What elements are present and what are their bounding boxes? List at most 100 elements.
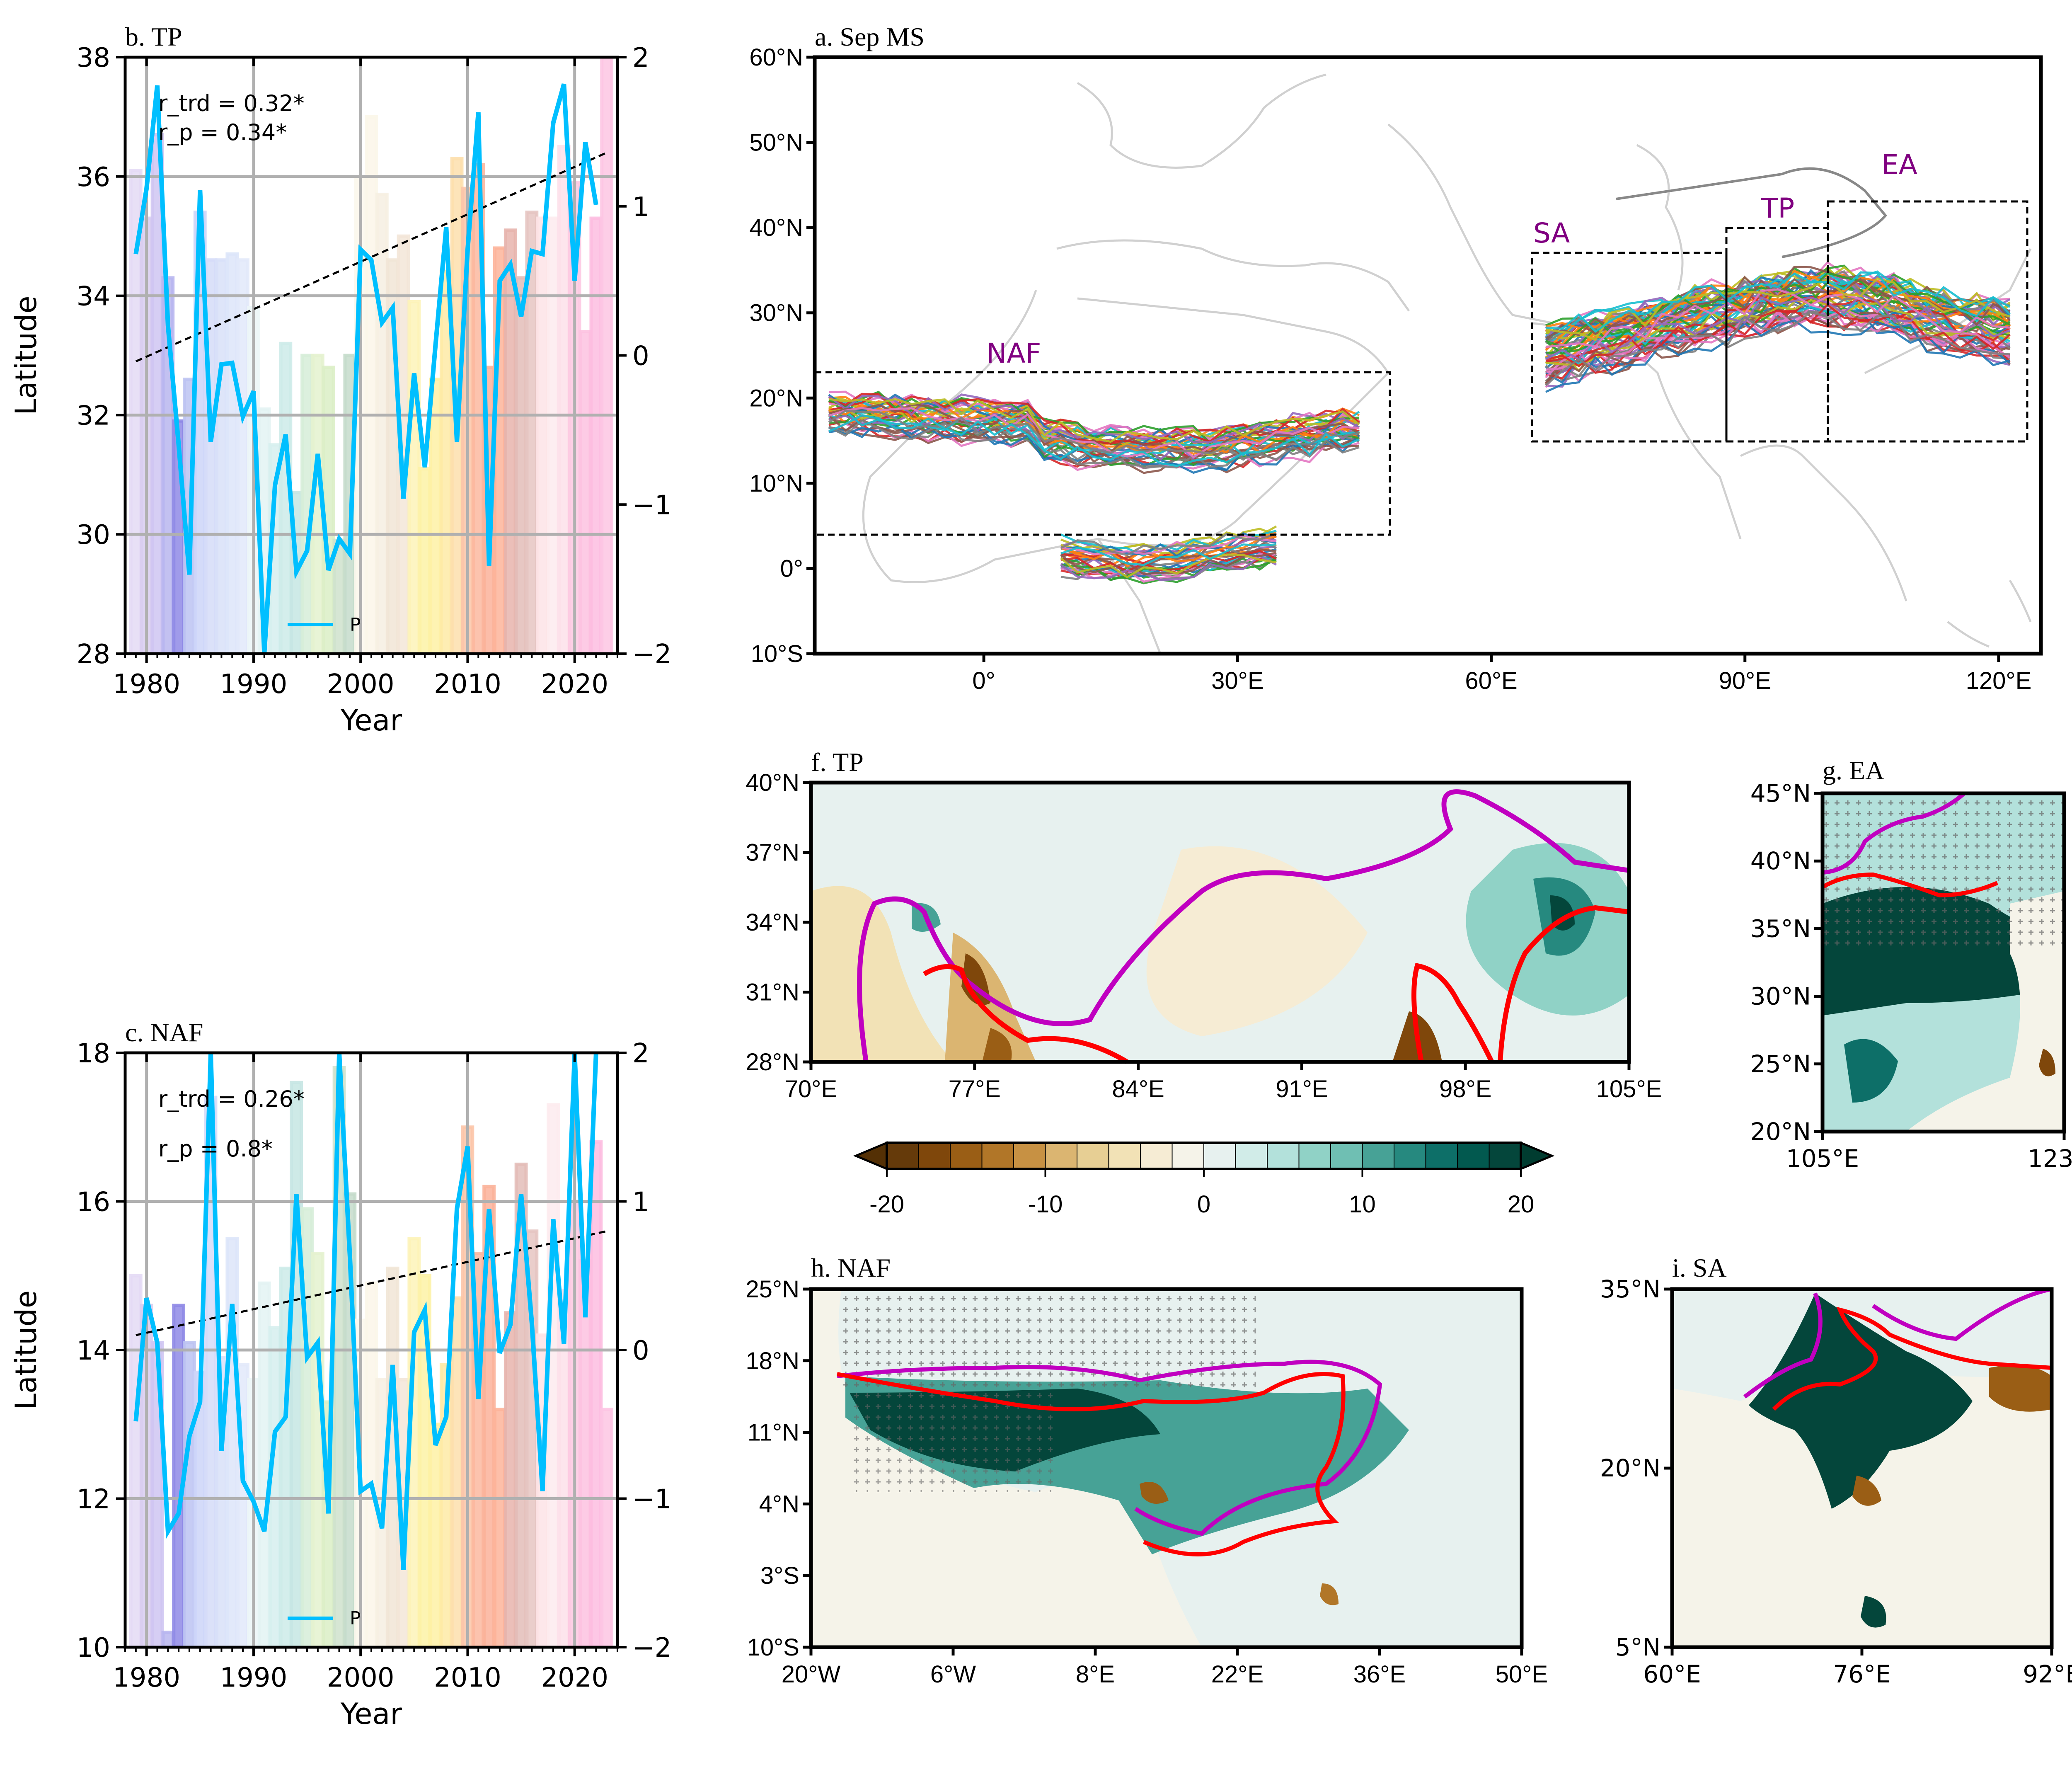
lat-tick-label: 30°N (1750, 982, 1811, 1011)
lat-tick-label: 50°N (749, 129, 803, 156)
trajectory (1545, 296, 2011, 366)
lon-tick-label: 60°E (1643, 1660, 1701, 1688)
y2tick-label: −1 (632, 490, 671, 521)
x-axis-label: Year (340, 703, 402, 737)
y2tick-label: −2 (632, 1633, 671, 1663)
trajectory (1545, 270, 2011, 339)
colorbar-bin (1298, 1142, 1331, 1169)
trajectory (828, 407, 1360, 461)
colorbar-bin (1425, 1142, 1458, 1169)
panel-title: c. NAF (125, 1018, 203, 1047)
xtick-label: 1990 (220, 669, 287, 700)
plot-area (125, 57, 617, 654)
contour-magenta-f (857, 789, 1629, 1062)
colorbar-tick-label: 0 (1197, 1191, 1210, 1218)
lon-tick-label: 20°W (782, 1661, 841, 1688)
lon-tick-label: 30°E (1211, 667, 1264, 694)
trajectory (1545, 288, 2010, 348)
bar-1989 (236, 258, 249, 654)
lon-tick-label: 22°E (1211, 1661, 1264, 1688)
lon-tick-label: 92°E (2023, 1660, 2072, 1688)
colorbar-bin (1489, 1142, 1521, 1169)
trajectory (828, 407, 1360, 458)
r-trd-annotation: r_trd = 0.32* (158, 90, 305, 116)
colorbar-bin (1330, 1142, 1363, 1169)
bar-1998 (332, 538, 346, 654)
ytick-label: 34 (77, 281, 110, 312)
xtick-label: 1980 (113, 669, 180, 700)
lat-tick-label: 31°N (746, 979, 799, 1006)
ytick-label: 36 (77, 162, 110, 193)
p-series-line (133, 83, 598, 654)
ytick-label: 16 (77, 1187, 110, 1218)
trajectory (1545, 272, 2011, 348)
xtick-label: 1990 (220, 1663, 287, 1693)
trajectory (1545, 271, 2011, 333)
colorbar-bin (950, 1142, 983, 1169)
bar-2023 (600, 57, 614, 654)
colorbar-bin (1394, 1142, 1426, 1169)
trajectory (1545, 310, 2010, 382)
contour-red-h (837, 1372, 1346, 1556)
r-trd-annotation: r_trd = 0.26* (158, 1086, 305, 1112)
trajectory (1545, 313, 2011, 385)
map-h-frame (809, 1287, 1524, 1649)
contour-magenta-g (1822, 792, 1966, 875)
lat-tick-label: 10°S (751, 640, 803, 667)
y2tick-label: 0 (632, 1336, 649, 1366)
lat-tick-label: 34°N (746, 909, 799, 936)
trajectory (1060, 555, 1277, 581)
lat-tick-label: 25°N (746, 1276, 799, 1303)
bar-2002 (375, 192, 389, 654)
naf-trajectories (828, 390, 1360, 584)
lon-tick-label: 84°E (1112, 1076, 1164, 1103)
region-box-sa (1531, 252, 1728, 443)
map-g-frame (1820, 791, 2066, 1134)
xtick-label: 2000 (327, 1663, 395, 1693)
ytick-label: 14 (77, 1336, 110, 1366)
bar-2013 (493, 1408, 506, 1647)
colorbar-bin (1108, 1142, 1141, 1169)
ytick-label: 32 (77, 400, 110, 431)
trajectory (1545, 319, 2010, 393)
lat-tick-label: 45°N (1750, 779, 1811, 807)
r-p-annotation: r_p = 0.8* (158, 1136, 273, 1162)
trajectory (828, 410, 1360, 459)
region-label-naf: NAF (986, 337, 1041, 369)
contour-magenta-h (837, 1360, 1382, 1536)
colorbar-bin (1045, 1142, 1077, 1169)
bar-2022 (589, 1140, 603, 1647)
trajectory (1545, 310, 2010, 386)
panel-a-title: a. Sep MS (815, 22, 925, 51)
trajectory (828, 414, 1360, 467)
colorbar-extend-high (1520, 1141, 1555, 1171)
region-label-ea: EA (1881, 149, 1917, 181)
panel-h-naf-map: h. NAF 25°N 18°N 11°N 4°N 3°S 10°S20°W 6°W 8°E 2… (746, 1253, 1548, 1688)
lat-tick-label: 40°N (1750, 847, 1811, 875)
ytick-label: 10 (77, 1633, 110, 1663)
lon-tick-label: 0° (972, 667, 995, 694)
bar-2014 (503, 1311, 517, 1647)
y2tick-label: 1 (632, 192, 649, 223)
trajectory (828, 419, 1360, 469)
y2tick-label: 2 (632, 1038, 649, 1069)
lon-tick-label: 50°E (1496, 1661, 1548, 1688)
colorbar-extend-low (853, 1141, 888, 1171)
bar-2005 (407, 300, 421, 654)
trajectory (1060, 553, 1277, 579)
bar-2021 (579, 330, 592, 654)
panel-i-sa-map: i. SA 35°N 20°N 5°N60°E 76°E 92°E (1600, 1253, 2072, 1688)
xtick-label: 2020 (541, 1663, 608, 1693)
bar-2018 (547, 216, 560, 654)
lon-tick-label: 120°E (1966, 667, 2032, 694)
bar-2007 (429, 378, 442, 654)
lat-tick-label: 30°N (749, 300, 803, 327)
colorbar-bin (1362, 1142, 1394, 1169)
legend-label-p: P (350, 614, 361, 635)
colorbar-tick-label: 20 (1508, 1191, 1535, 1218)
trajectory (828, 398, 1360, 443)
lon-tick-label: 77°E (949, 1076, 1001, 1103)
contour-red-f (922, 905, 1629, 1064)
colorbar-bin (1235, 1142, 1268, 1169)
lat-tick-label: 28°N (746, 1049, 799, 1076)
